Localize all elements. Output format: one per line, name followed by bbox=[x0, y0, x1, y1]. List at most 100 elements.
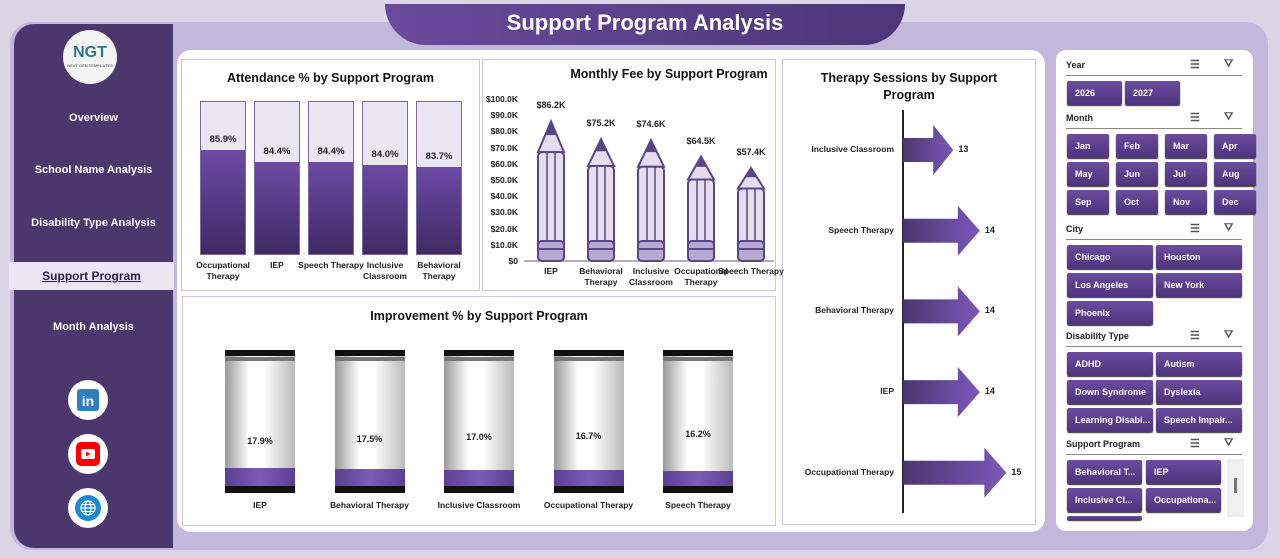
slicer-button[interactable]: Aug bbox=[1214, 162, 1256, 186]
linkedin-icon[interactable]: in bbox=[68, 380, 108, 420]
data-label: 85.9% bbox=[209, 134, 237, 146]
y-tick-label: $80.0K bbox=[490, 126, 518, 137]
data-label: 16.2% bbox=[685, 429, 711, 440]
slicer-button[interactable]: Down Syndrome bbox=[1067, 380, 1153, 404]
slicer-button[interactable]: Speech Impair... bbox=[1156, 408, 1242, 432]
logo-text: NGT bbox=[73, 44, 107, 61]
improvement-cylinder bbox=[663, 350, 733, 493]
clear-filter-icon[interactable]: ⛛ bbox=[1224, 58, 1234, 70]
slicer-button[interactable]: Feb bbox=[1116, 134, 1158, 158]
clear-filter-icon[interactable]: ⛛ bbox=[1224, 329, 1234, 341]
slicer-button[interactable]: Phoenix bbox=[1067, 301, 1153, 325]
clear-filter-icon[interactable]: ⛛ bbox=[1224, 111, 1234, 123]
youtube-icon[interactable] bbox=[68, 434, 108, 474]
multi-select-icon[interactable]: ☰ bbox=[1190, 438, 1200, 450]
slicer-button[interactable]: Jul bbox=[1165, 162, 1207, 186]
clear-filter-icon[interactable]: ⛛ bbox=[1224, 437, 1234, 449]
attendance-bar bbox=[201, 150, 245, 254]
improvement-bar bbox=[444, 469, 514, 486]
slicer-button[interactable]: Chicago bbox=[1067, 245, 1153, 269]
slicer-button[interactable]: Autism bbox=[1156, 352, 1242, 376]
data-label: 15 bbox=[1011, 466, 1022, 477]
attendance-bar-track bbox=[308, 101, 354, 255]
slicer-header-year: Year ☰ ⛛ bbox=[1066, 58, 1242, 76]
slicer-button[interactable]: Oct bbox=[1116, 190, 1158, 214]
data-label: 84.4% bbox=[263, 145, 291, 157]
therapy-sessions-chart: Therapy Sessions by Support Program bbox=[782, 59, 1036, 525]
nav-support-program[interactable]: Support Program bbox=[9, 262, 174, 290]
nav-overview[interactable]: Overview bbox=[69, 112, 118, 124]
slicer-button[interactable]: Mar bbox=[1165, 134, 1207, 158]
slicer-button[interactable]: Learning Disabi... bbox=[1067, 408, 1153, 432]
slicer-title: Year bbox=[1066, 60, 1086, 70]
chart-title: Attendance % by Support Program bbox=[227, 71, 434, 85]
category-label: Speech Therapy bbox=[665, 500, 731, 510]
svg-text:in: in bbox=[82, 393, 94, 409]
data-label: $74.6K bbox=[636, 119, 666, 130]
category-label: Inclusive Classroom bbox=[629, 266, 673, 287]
slicer-button[interactable]: Dyslexia bbox=[1156, 380, 1242, 404]
attendance-bar bbox=[363, 164, 407, 254]
slicer-header-month: Month ☰ ⛛ bbox=[1066, 111, 1242, 129]
multi-select-icon[interactable]: ☰ bbox=[1190, 59, 1200, 71]
logo-subtext: NEXT GEN TEMPLATES bbox=[67, 63, 113, 68]
improvement-bar bbox=[225, 468, 295, 486]
slicer-button[interactable]: 2027 bbox=[1125, 81, 1180, 105]
slicer-button[interactable]: Inclusive Cl... bbox=[1067, 488, 1142, 512]
nav-month-analysis[interactable]: Month Analysis bbox=[53, 321, 134, 333]
slicer-button[interactable] bbox=[1067, 516, 1142, 520]
arrow-chart bbox=[903, 125, 1007, 498]
improvement-bar bbox=[663, 471, 733, 486]
pencil-lead bbox=[596, 139, 606, 152]
category-label: IEP bbox=[253, 500, 267, 510]
category-label: Occupational Therapy bbox=[674, 266, 728, 287]
clear-filter-icon[interactable]: ⛛ bbox=[1224, 222, 1234, 234]
slicer-button[interactable]: Sep bbox=[1067, 190, 1109, 214]
slicer-button[interactable]: Occupationa... bbox=[1146, 488, 1221, 512]
slicer-button[interactable]: New York bbox=[1156, 273, 1242, 297]
slicer-button[interactable]: Behavioral T... bbox=[1067, 460, 1142, 484]
category-label: Behavioral Therapy bbox=[330, 500, 409, 510]
y-tick-label: $20.0K bbox=[490, 223, 518, 234]
slicer-button[interactable]: Apr bbox=[1214, 134, 1256, 158]
multi-select-icon[interactable]: ☰ bbox=[1190, 112, 1200, 124]
pencil-lead bbox=[746, 168, 756, 178]
category-label: IEP bbox=[544, 266, 558, 276]
pencil-eraser bbox=[537, 240, 565, 262]
chart-title: Therapy Sessions by Support Program bbox=[820, 71, 998, 102]
slicer-button[interactable]: Houston bbox=[1156, 245, 1242, 269]
chart-title: Monthly Fee by Support Program bbox=[570, 67, 768, 81]
improvement-bar bbox=[334, 468, 405, 486]
multi-select-icon[interactable]: ☰ bbox=[1190, 330, 1200, 342]
pencil-lead bbox=[546, 121, 556, 136]
data-label: $57.4K bbox=[736, 147, 766, 157]
category-label: Inclusive Classroom bbox=[811, 144, 894, 154]
data-label: $75.2K bbox=[586, 118, 616, 129]
monthly-fee-chart: Monthly Fee by Support Program bbox=[482, 59, 776, 291]
slicer-button[interactable]: Dec bbox=[1214, 190, 1256, 214]
slicer-button[interactable]: Jan bbox=[1067, 134, 1109, 158]
y-tick-label: $50.0K bbox=[490, 175, 518, 185]
nav-disability-type-analysis[interactable]: Disability Type Analysis bbox=[31, 217, 156, 229]
slicer-button[interactable]: Jun bbox=[1116, 162, 1158, 186]
slicer-button[interactable]: ADHD bbox=[1067, 352, 1153, 376]
slicer-title: Disability Type bbox=[1066, 331, 1129, 341]
multi-select-icon[interactable]: ☰ bbox=[1190, 223, 1200, 235]
slicer-button[interactable]: May bbox=[1067, 162, 1109, 186]
category-label: Occupational Therapy bbox=[804, 466, 894, 477]
slicer-button[interactable]: Los Angeles bbox=[1067, 273, 1153, 297]
globe-icon[interactable] bbox=[68, 488, 108, 528]
category-label: Inclusive Classroom bbox=[437, 500, 521, 510]
slicer-button[interactable]: Nov bbox=[1165, 190, 1207, 214]
pencil-lead bbox=[696, 156, 706, 167]
data-label: $86.2K bbox=[536, 100, 566, 111]
attendance-bar bbox=[417, 167, 461, 254]
nav-school-name-analysis[interactable]: School Name Analysis bbox=[34, 164, 153, 176]
category-label: Speech Therapy bbox=[298, 260, 364, 270]
y-tick-label: $0 bbox=[508, 256, 518, 266]
data-label: 17.0% bbox=[466, 432, 492, 443]
scrollbar-thumb[interactable] bbox=[1234, 478, 1237, 493]
slicer-button[interactable]: IEP bbox=[1146, 460, 1221, 484]
slicer-button[interactable]: 2026 bbox=[1067, 81, 1122, 105]
improvement-cylinder bbox=[444, 350, 514, 493]
